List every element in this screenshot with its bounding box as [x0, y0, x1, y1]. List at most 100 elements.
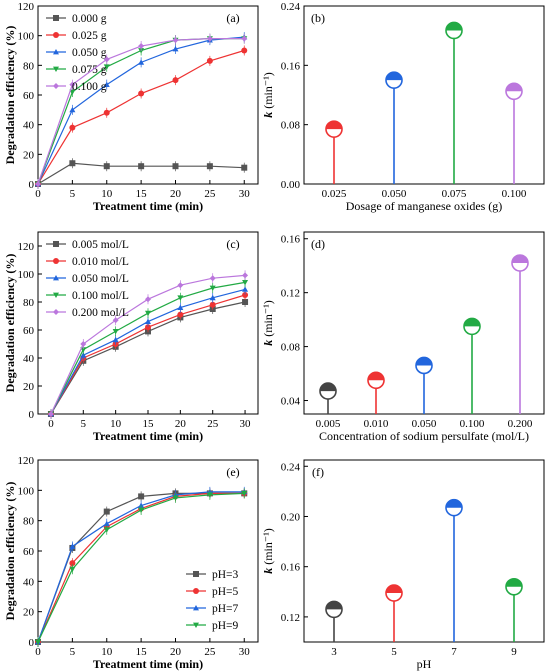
- y-tick-label: 0.12: [281, 288, 300, 300]
- legend-marker: [53, 292, 59, 298]
- x-tick-label: 3: [331, 646, 337, 658]
- x-tick-label: 20: [170, 646, 182, 658]
- x-tick-label: 10: [101, 188, 113, 200]
- y-tick-label: 0: [29, 179, 35, 191]
- y-tick-label: 0.04: [281, 396, 301, 408]
- plot-frame: [303, 5, 545, 185]
- y-tick-label: 100: [18, 485, 35, 497]
- panel-label: (a): [226, 11, 239, 25]
- lollipop-fill: [506, 83, 522, 92]
- lollipop-fill: [386, 72, 402, 81]
- y-tick-label: 80: [23, 60, 35, 72]
- x-axis-label: pH: [417, 657, 432, 671]
- x-tick-label: 30: [240, 418, 252, 430]
- chart-panel-2: (b) 0.00 0.08 0.16 0.24 k (min⁻¹) 0.025 0.050 0.…: [261, 1, 545, 213]
- y-tick-label: 0.08: [281, 120, 301, 132]
- y-axis-label: Degradation efficiency (%): [3, 254, 17, 393]
- chart-panel-5: (e) 0 5 10 15 20 25 30 0 20 40 60 80 100 120 Treatment …: [3, 455, 259, 671]
- x-tick-label: 15: [143, 418, 155, 430]
- y-tick-label: 40: [23, 576, 35, 588]
- legend-entry: 0.000 g: [72, 13, 107, 25]
- legend-entry: 0.005 mol/L: [72, 239, 129, 251]
- legend-marker: [53, 49, 59, 55]
- chart-panel-4: (d) 0.04 0.08 0.12 0.16 k (min⁻¹) 0.005 0.010 0.…: [261, 231, 545, 443]
- y-axis-label: k (min⁻¹): [261, 528, 275, 574]
- y-tick-label: 0.08: [281, 342, 301, 354]
- x-tick-label: 30: [239, 188, 251, 200]
- legend-entry: 0.050 mol/L: [72, 273, 129, 285]
- legend-entry: 0.100 g: [72, 81, 107, 93]
- legend-entry: pH=7: [212, 603, 239, 615]
- legend-entry: 0.010 mol/L: [72, 256, 129, 268]
- x-tick-label: 0.005: [316, 418, 341, 430]
- x-tick-label: 0.050: [382, 188, 407, 200]
- legend-marker: [193, 622, 199, 628]
- y-tick-label: 60: [23, 546, 35, 558]
- x-tick-label: 7: [451, 646, 457, 658]
- x-tick-label: 15: [136, 646, 148, 658]
- panel-label: (d): [311, 237, 325, 251]
- lollipop-fill: [326, 601, 342, 610]
- chart-panel-6: (f) 0.12 0.16 0.20 0.24 k (min⁻¹) 3 5 7 9 pH: [261, 459, 545, 671]
- y-axis-label: k (min⁻¹): [261, 300, 275, 346]
- y-tick-label: 0.20: [281, 511, 301, 523]
- y-tick-label: 0.16: [281, 60, 301, 72]
- legend-marker: [53, 15, 59, 21]
- y-tick-label: 120: [18, 241, 35, 253]
- x-tick-label: 20: [170, 188, 182, 200]
- legend-entry: 0.050 g: [72, 47, 107, 59]
- legend-marker: [193, 588, 199, 594]
- y-tick-label: 120: [18, 455, 35, 467]
- x-axis-label: Treatment time (min): [93, 657, 203, 671]
- x-tick-label: 0.200: [508, 418, 533, 430]
- legend-marker: [53, 32, 59, 38]
- y-tick-label: 80: [23, 297, 35, 309]
- x-tick-label: 0.010: [364, 418, 389, 430]
- x-tick-label: 20: [175, 418, 187, 430]
- y-tick-label: 0: [29, 637, 35, 649]
- y-axis-label: Degradation efficiency (%): [3, 482, 17, 621]
- panel-label: (b): [311, 11, 325, 25]
- y-tick-label: 100: [18, 31, 35, 43]
- y-tick-label: 60: [23, 325, 35, 337]
- lollipop-fill: [446, 22, 462, 31]
- legend-marker: [53, 66, 59, 72]
- y-tick-label: 40: [23, 120, 35, 132]
- y-tick-label: 0.24: [281, 461, 301, 473]
- panel-label: (f): [312, 465, 324, 479]
- y-tick-label: 20: [23, 149, 35, 161]
- x-tick-label: 0.100: [502, 188, 527, 200]
- x-tick-label: 0: [35, 646, 41, 658]
- lollipop-fill: [464, 318, 480, 327]
- legend-entry: 0.100 mol/L: [72, 290, 129, 302]
- x-axis-label: Concentration of sodium persulfate (mol/…: [319, 429, 529, 443]
- x-tick-label: 9: [511, 646, 517, 658]
- panel-label: (c): [226, 237, 239, 251]
- x-tick-label: 0: [48, 418, 54, 430]
- legend-entry: pH=5: [212, 586, 239, 598]
- x-tick-label: 0.100: [460, 418, 485, 430]
- x-tick-label: 30: [239, 646, 251, 658]
- y-tick-label: 60: [23, 90, 35, 102]
- x-tick-label: 5: [70, 188, 76, 200]
- y-tick-label: 120: [18, 1, 35, 13]
- y-tick-label: 80: [23, 516, 35, 528]
- y-tick-label: 0: [29, 409, 35, 421]
- legend-marker: [193, 605, 199, 611]
- legend-marker: [53, 258, 59, 264]
- x-axis-label: Treatment time (min): [93, 429, 203, 443]
- legend-entry: 0.200 mol/L: [72, 307, 129, 319]
- legend-marker: [53, 275, 59, 281]
- lollipop-fill: [326, 121, 342, 130]
- y-tick-label: 0.24: [281, 1, 301, 13]
- lollipop-fill: [368, 372, 384, 381]
- x-axis-label: Dosage of manganese oxides (g): [346, 199, 503, 213]
- lollipop-fill: [446, 499, 462, 508]
- y-axis-label: k (min⁻¹): [261, 72, 275, 118]
- x-tick-label: 15: [136, 188, 148, 200]
- plot-frame: [303, 459, 545, 643]
- y-tick-label: 40: [23, 353, 35, 365]
- legend-marker: [53, 83, 59, 89]
- y-tick-label: 0.00: [281, 179, 301, 191]
- lollipop-fill: [512, 255, 528, 264]
